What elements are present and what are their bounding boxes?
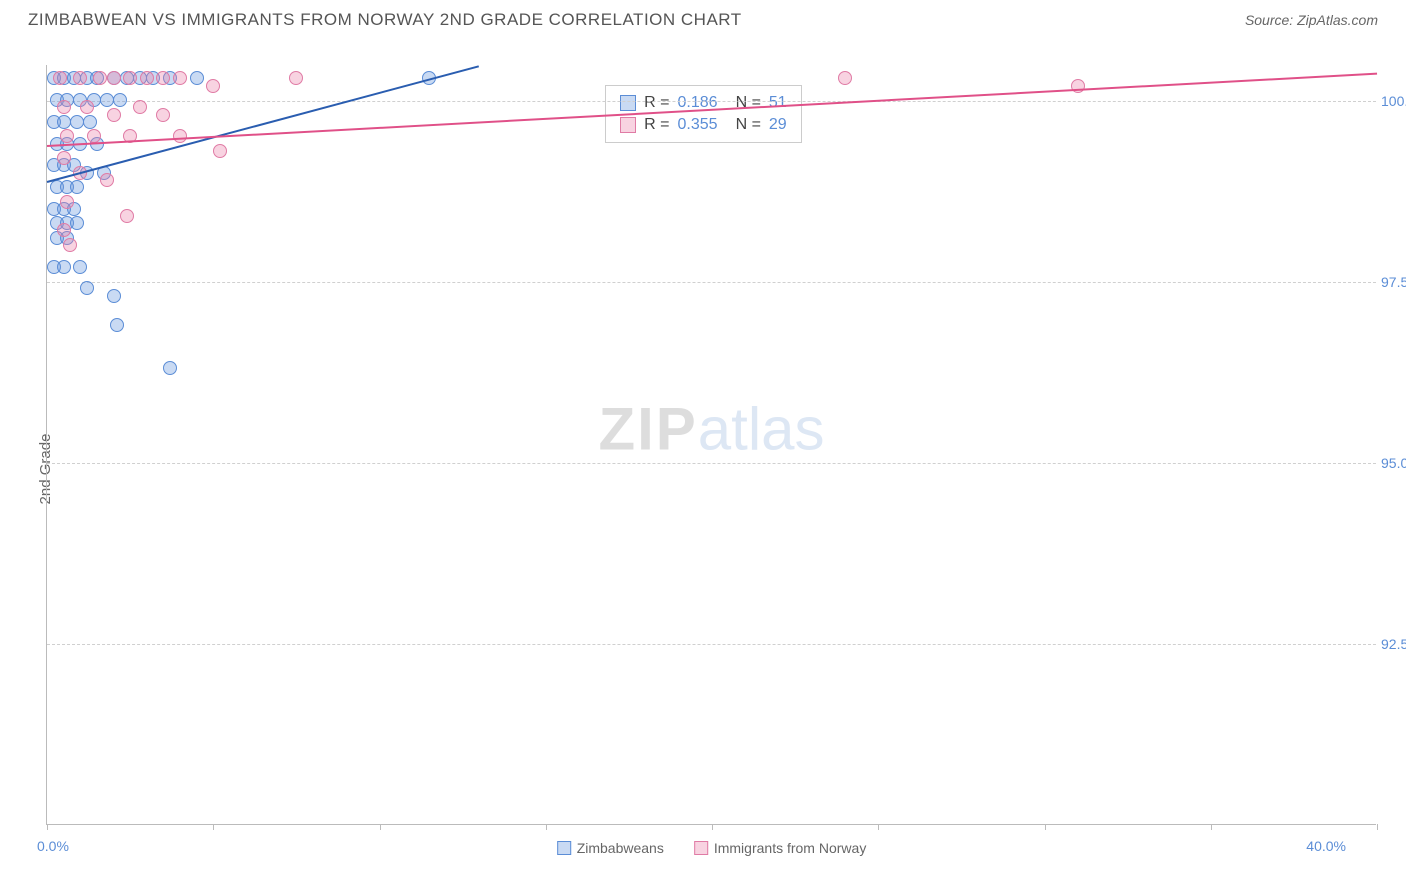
watermark: ZIPatlas [598,395,824,464]
watermark-atlas: atlas [698,396,825,463]
legend-label: Zimbabweans [577,840,664,856]
data-point [60,195,74,209]
data-point [107,289,121,303]
legend-item: Immigrants from Norway [694,840,866,856]
watermark-zip: ZIP [598,396,697,463]
plot-area: ZIPatlas 0.0% 40.0% ZimbabweansImmigrant… [46,65,1376,825]
stats-swatch [620,117,636,133]
x-tick-mark [1377,824,1378,830]
data-point [110,318,124,332]
gridline [47,101,1376,102]
data-point [107,108,121,122]
gridline [47,644,1376,645]
stats-n-value: 51 [769,94,787,112]
x-tick-mark [878,824,879,830]
data-point [70,180,84,194]
chart-container: 2nd Grade ZIPatlas 0.0% 40.0% Zimbabwean… [0,45,1406,892]
stats-r-value: 0.355 [678,116,718,134]
data-point [73,71,87,85]
x-axis-min-label: 0.0% [37,838,69,854]
data-point [83,115,97,129]
legend: Zimbabweans Immigrants from Norway [557,840,867,856]
data-point [53,71,67,85]
data-point [57,260,71,274]
x-tick-mark [213,824,214,830]
data-point [213,144,227,158]
x-tick-mark [1045,824,1046,830]
data-point [100,93,114,107]
y-tick-label: 92.5% [1381,636,1406,652]
data-point [70,115,84,129]
stats-r-label: R = [644,94,669,112]
stats-n-label: N = [736,116,761,134]
data-point [206,79,220,93]
source-attribution: Source: ZipAtlas.com [1245,12,1378,28]
data-point [156,108,170,122]
data-point [156,71,170,85]
data-point [289,71,303,85]
data-point [57,151,71,165]
data-point [190,71,204,85]
stats-r-label: R = [644,116,669,134]
gridline [47,282,1376,283]
data-point [113,93,127,107]
x-tick-mark [712,824,713,830]
data-point [173,129,187,143]
legend-swatch [557,841,571,855]
data-point [107,71,121,85]
data-point [73,260,87,274]
stats-n-value: 29 [769,116,787,134]
data-point [57,115,71,129]
stats-row: R = 0.355 N = 29 [620,114,787,136]
data-point [123,71,137,85]
x-tick-mark [1211,824,1212,830]
data-point [163,361,177,375]
data-point [63,238,77,252]
data-point [70,216,84,230]
x-tick-mark [47,824,48,830]
x-tick-mark [546,824,547,830]
data-point [57,223,71,237]
data-point [133,100,147,114]
data-point [100,173,114,187]
data-point [57,100,71,114]
y-tick-label: 95.0% [1381,455,1406,471]
legend-swatch [694,841,708,855]
data-point [80,100,94,114]
data-point [60,129,74,143]
data-point [80,281,94,295]
gridline [47,463,1376,464]
data-point [173,71,187,85]
y-tick-label: 97.5% [1381,274,1406,290]
chart-title: ZIMBABWEAN VS IMMIGRANTS FROM NORWAY 2ND… [28,10,742,30]
y-tick-label: 100.0% [1381,93,1406,109]
stats-swatch [620,95,636,111]
legend-item: Zimbabweans [557,840,664,856]
data-point [838,71,852,85]
x-axis-max-label: 40.0% [1306,838,1346,854]
x-tick-mark [380,824,381,830]
data-point [140,71,154,85]
data-point [93,71,107,85]
data-point [120,209,134,223]
legend-label: Immigrants from Norway [714,840,866,856]
